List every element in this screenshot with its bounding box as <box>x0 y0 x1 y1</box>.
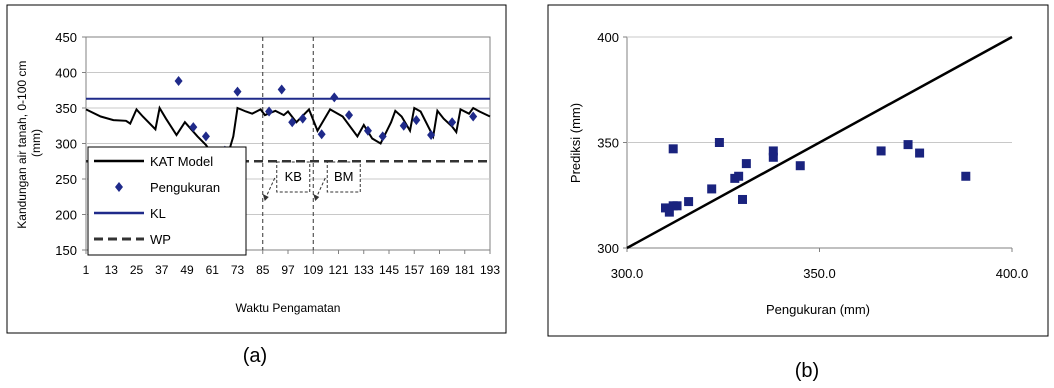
x-axis-label-b: Pengukuran (mm) <box>766 302 870 317</box>
pengukuran-point <box>277 84 286 95</box>
x-tick-label-b: 350.0 <box>803 266 836 281</box>
pengukuran-point <box>399 120 408 131</box>
pengukuran-point <box>469 111 478 122</box>
scatter-point <box>795 161 805 171</box>
x-tick-label-a: 193 <box>480 263 500 277</box>
y-tick-label-a: 250 <box>55 172 77 187</box>
y-axis-label-b: Prediksi (mm) <box>568 103 583 183</box>
pengukuran-point <box>265 106 274 117</box>
legend-label-a: WP <box>150 232 171 247</box>
scatter-point <box>684 197 694 207</box>
chart-b: 300 350 400 300.0 350.0 400.0 Pengukuran (mm… <box>568 30 1028 317</box>
series-a <box>85 76 491 163</box>
y-axis-label-a-line1: Kandungan air tanah, 0-100 cm <box>15 61 29 229</box>
x-tick-label-a: 133 <box>354 263 374 277</box>
x-ticks-a: 1 13 25 37 49 61 73 85 97 109 121 133 145 157 169 181 19… <box>83 250 500 277</box>
panel-b-frame <box>547 4 1049 337</box>
x-tick-label-b: 300.0 <box>611 266 644 281</box>
caption-b: (b) <box>795 360 819 382</box>
pengukuran-point <box>174 76 183 87</box>
x-tick-label-a: 13 <box>105 263 119 277</box>
scatter-point <box>741 159 751 169</box>
x-tick-label-a: 61 <box>206 263 220 277</box>
x-tick-label-a: 121 <box>328 263 348 277</box>
pengukuran-point <box>378 131 387 142</box>
x-tick-label-a: 181 <box>455 263 475 277</box>
pengukuran-point <box>298 113 307 124</box>
y-axis-label-a-line2: (mm) <box>29 129 43 157</box>
y-tick-label-b: 400 <box>597 30 619 45</box>
legend-label-a: KAT Model <box>150 154 213 169</box>
scatter-point <box>903 140 913 150</box>
pengukuran-point <box>363 125 372 136</box>
scatter-point <box>768 152 778 162</box>
legend-a: KAT Model Pengukuran KL WP <box>87 146 247 256</box>
scatter-point <box>707 184 717 194</box>
annotation-label: KB <box>285 169 302 184</box>
y-tick-label-b: 300 <box>597 241 619 256</box>
y-tick-label-b: 350 <box>597 136 619 151</box>
x-tick-label-a: 145 <box>379 263 399 277</box>
y-tick-label-a: 150 <box>55 243 77 258</box>
x-tick-label-a: 85 <box>256 263 270 277</box>
pengukuran-point <box>201 131 210 142</box>
scatter-point <box>768 146 778 156</box>
x-tick-label-b: 400.0 <box>996 266 1029 281</box>
annotation-box <box>326 161 361 193</box>
one-to-one-line <box>626 35 1013 250</box>
pengukuran-point <box>317 129 326 140</box>
y-tick-label-a: 350 <box>55 101 77 116</box>
x-tick-label-a: 97 <box>281 263 295 277</box>
scatter-point <box>668 144 678 154</box>
annotation-box <box>276 161 311 193</box>
scatter-point <box>734 171 744 181</box>
legend-swatch-pengukuran <box>115 182 123 192</box>
scatter-point <box>915 148 925 158</box>
pengukuran-point <box>189 122 198 133</box>
annotation-label: BM <box>334 169 354 184</box>
y-tick-label-a: 400 <box>55 66 77 81</box>
scatter-point <box>672 201 682 211</box>
caption-a: (a) <box>243 345 267 367</box>
x-tick-label-a: 37 <box>155 263 169 277</box>
scatter-point <box>714 138 724 147</box>
x-axis-label-a: Waktu Pengamatan <box>236 301 341 315</box>
x-tick-label-a: 49 <box>180 263 194 277</box>
legend-box-a <box>87 146 247 256</box>
pengukuran-point <box>412 115 421 126</box>
kat-model-line <box>85 105 491 159</box>
series-b <box>626 35 1013 250</box>
pengukuran-point <box>427 129 436 140</box>
vertical-markers-a <box>262 37 314 250</box>
pengukuran-point <box>288 117 297 128</box>
scatter-point <box>738 194 747 204</box>
scatter-point <box>876 146 886 156</box>
pengukuran-point <box>448 117 457 128</box>
y-tick-label-a: 450 <box>55 30 77 45</box>
annotation-arrowhead <box>313 194 320 201</box>
scatter-point <box>961 171 971 181</box>
y-axis-label-a: Kandungan air tanah, 0-100 cm (mm) <box>15 57 43 228</box>
x-tick-label-a: 1 <box>83 263 90 277</box>
pengukuran-point <box>233 86 242 97</box>
x-tick-label-a: 73 <box>231 263 245 277</box>
y-ticks-a: 150 200 250 300 350 400 450 <box>55 30 86 258</box>
y-tick-label-a: 300 <box>55 137 77 152</box>
y-ticks-b: 300 350 400 <box>597 30 627 256</box>
y-tick-label-a: 200 <box>55 208 77 223</box>
legend-label-a: Pengukuran <box>150 180 220 195</box>
x-tick-label-a: 25 <box>130 263 144 277</box>
pengukuran-point <box>330 92 339 103</box>
scatter-point <box>664 207 674 217</box>
annotation-arrowhead <box>262 194 269 201</box>
annotations-a: KB BM <box>262 161 361 201</box>
legend-label-a: KL <box>150 206 166 221</box>
x-ticks-b: 300.0 350.0 400.0 <box>611 248 1029 281</box>
x-tick-label-a: 157 <box>404 263 424 277</box>
x-tick-label-a: 169 <box>429 263 449 277</box>
x-tick-label-a: 109 <box>303 263 323 277</box>
pengukuran-point <box>345 110 354 121</box>
